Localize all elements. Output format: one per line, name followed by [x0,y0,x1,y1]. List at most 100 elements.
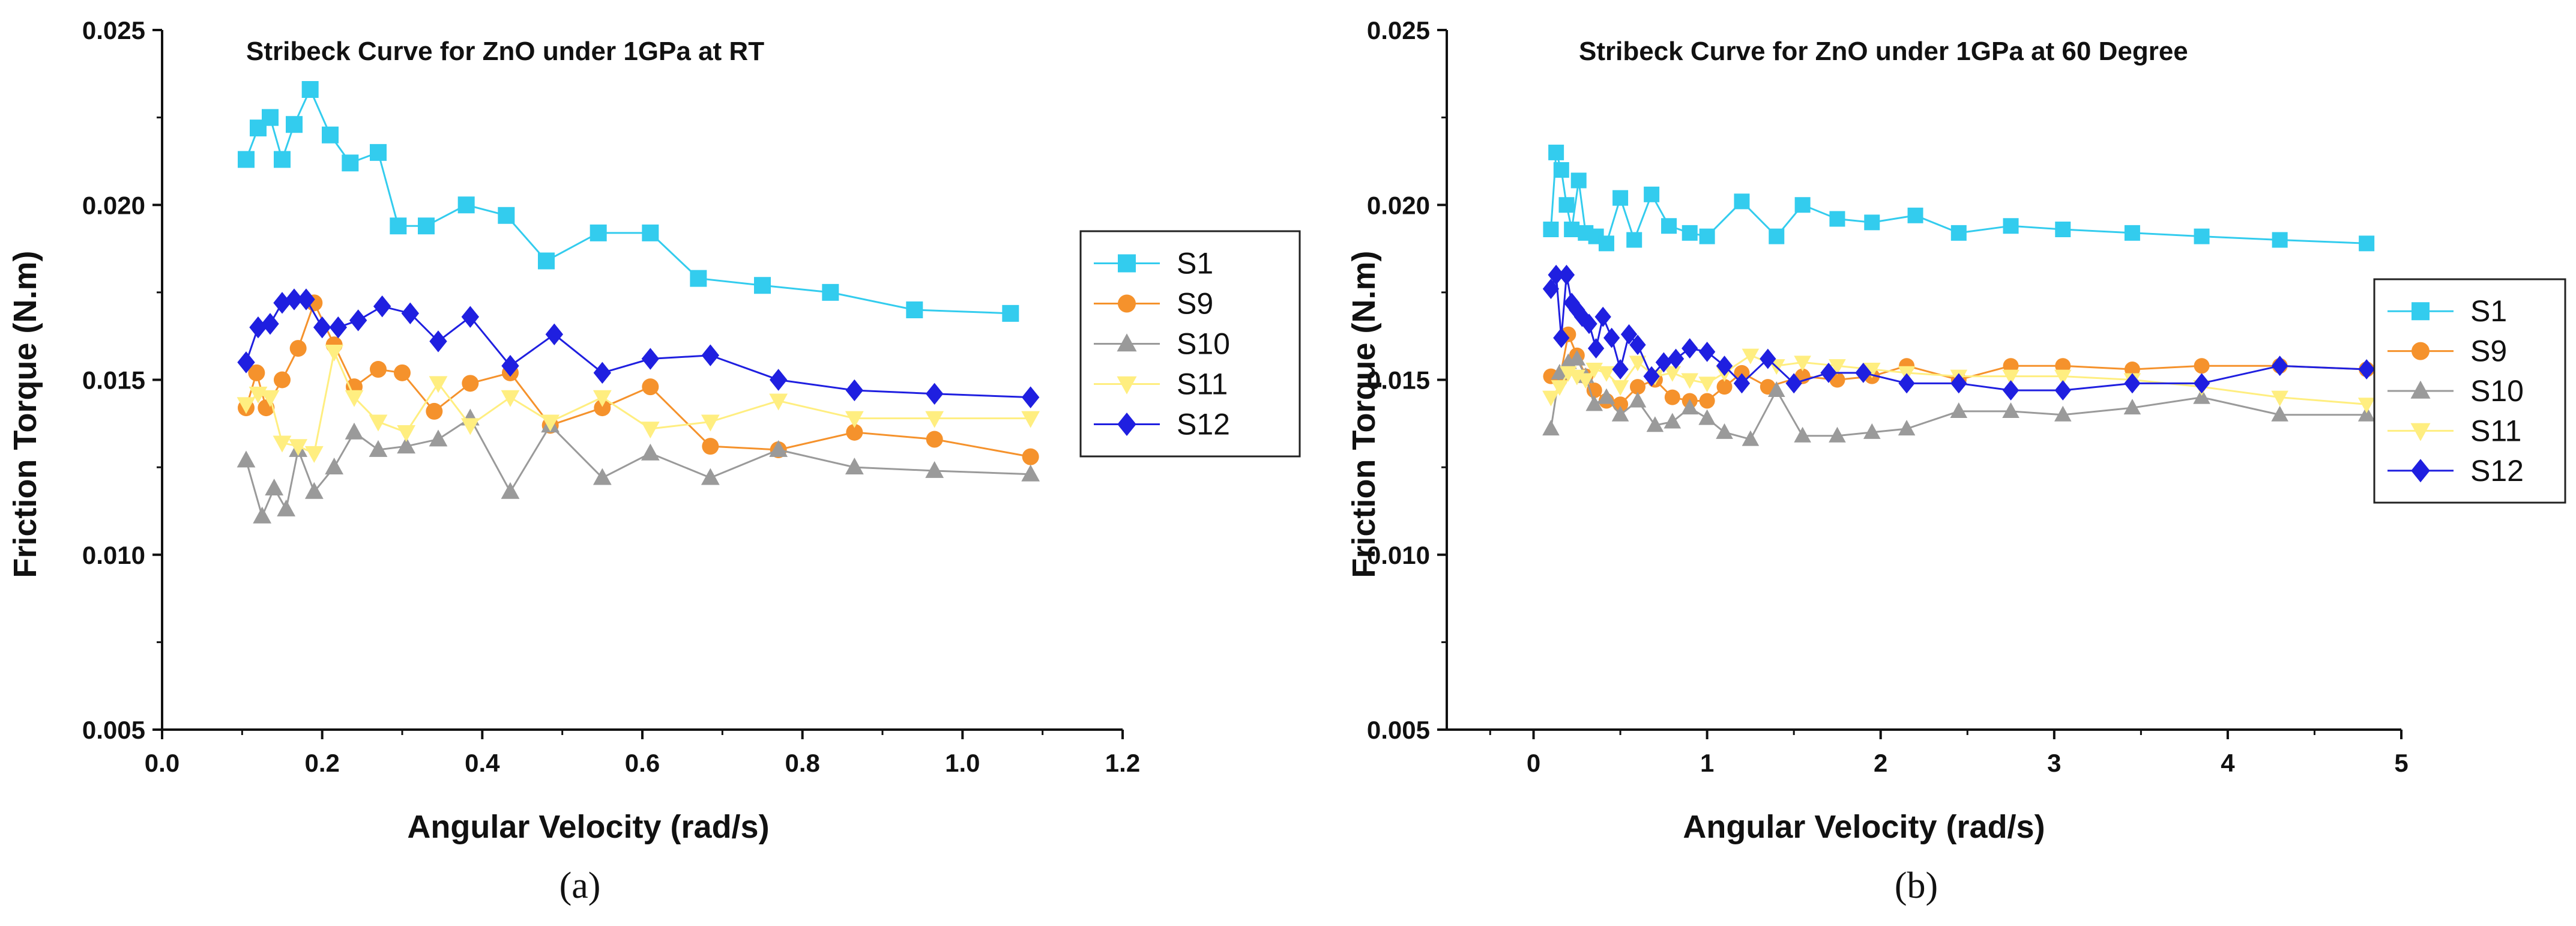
data-point [277,499,296,516]
data-point [2055,222,2071,238]
data-point [925,411,944,428]
data-point [1864,214,1880,231]
data-point [1898,420,1916,436]
legend-entry-s10: S10 [2387,374,2524,408]
data-point [1794,426,1811,443]
series-line [245,417,1031,519]
data-point [501,390,520,407]
data-point [1699,228,1715,244]
legend-marker [2412,302,2430,321]
series-s10 [237,408,1040,524]
data-point [397,425,416,442]
x-tick-label: 5 [2394,749,2408,777]
data-point [2357,398,2375,414]
data-point [1950,373,1967,394]
series-s1 [1543,144,2375,252]
data-point [1611,380,1629,396]
x-tick-label: 0.6 [625,749,660,777]
data-point [457,196,475,214]
data-point [1829,211,1845,227]
data-point [769,440,788,457]
data-point [1664,366,1682,382]
data-point [429,429,448,447]
data-point [501,355,519,377]
data-point [1742,430,1760,446]
data-point [304,482,324,499]
data-point [769,393,788,411]
data-point [1760,348,1776,369]
x-tick-label: 3 [2047,749,2061,777]
data-point [1594,306,1611,327]
data-point [501,482,520,499]
data-point [261,313,279,335]
data-point [845,411,864,428]
data-point [1769,228,1785,244]
x-axis-title: Angular Velocity (rad/s) [407,809,769,845]
data-point [1611,405,1629,422]
y-tick-label: 0.025 [82,16,145,44]
series-s12 [237,288,1040,408]
data-point [1716,379,1733,395]
legend-marker [1118,294,1136,313]
data-point [925,461,944,478]
data-point [1742,348,1760,365]
data-point [1021,411,1040,428]
legend: S1 S9 S10 S11 S12 [2373,278,2566,504]
data-point [1542,279,1560,299]
data-point [1655,352,1673,373]
series-s11 [237,345,1040,463]
y-tick-label: 0.015 [82,366,145,395]
data-point [1820,362,1837,383]
x-tick-label: 0.0 [145,749,179,777]
legend-marker [2410,423,2431,441]
data-point [1558,264,1575,285]
x-tick-label: 0 [1527,749,1540,777]
y-tick-label: 0.020 [82,191,145,219]
data-point [274,371,291,389]
legend-entry-s12: S12 [1094,408,1230,441]
data-point [1667,348,1685,369]
data-point [2194,358,2210,374]
data-point [462,375,479,392]
data-point [373,295,391,318]
legend-entry-s9: S9 [1094,287,1213,321]
y-tick-label: 0.005 [82,716,145,744]
data-point [2193,373,2210,394]
data-point [313,316,331,339]
data-point [2358,359,2375,380]
legend-label: S10 [1177,327,1230,361]
data-point [1698,409,1716,425]
data-point [845,458,864,475]
data-point [846,423,863,441]
data-point [1551,363,1569,380]
legend-marker [1117,413,1136,436]
data-point [2193,388,2210,404]
data-point [345,390,364,407]
data-point [390,217,407,235]
data-point [2002,369,2019,386]
legend-marker [2410,380,2431,399]
data-point [237,397,256,414]
data-point [1551,380,1569,396]
data-point [297,288,315,310]
data-point [1734,365,1750,381]
data-point [2271,405,2288,422]
data-point [369,440,388,457]
data-point [261,390,280,407]
data-point [590,224,607,241]
data-point [262,109,279,126]
data-point [370,361,387,378]
data-point [2054,405,2072,422]
data-point [342,154,359,172]
legend-label: S11 [2470,414,2521,447]
x-tick-label: 1 [1700,749,1714,777]
data-point [2194,228,2210,244]
data-point [2124,373,2141,394]
data-point [1733,373,1751,394]
data-point [593,390,612,407]
data-point [701,468,720,485]
data-point [285,288,303,310]
data-point [1829,359,1846,375]
legend-label: S10 [2470,374,2524,408]
data-point [2271,356,2288,377]
